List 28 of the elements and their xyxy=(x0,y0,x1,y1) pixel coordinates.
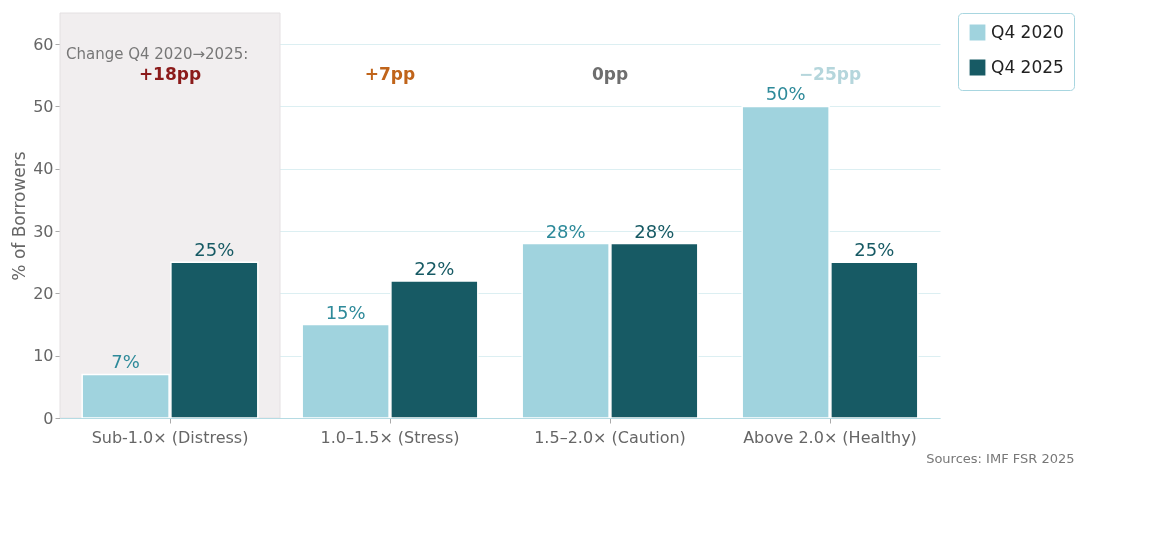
y-tick-label: 60 xyxy=(33,34,54,54)
legend-label: Q4 2020 xyxy=(991,21,1064,42)
y-axis-title: % of Borrowers xyxy=(9,151,30,281)
y-tick-label: 10 xyxy=(33,346,54,366)
data-label: 15% xyxy=(325,301,366,323)
data-label: 28% xyxy=(545,220,586,242)
x-tick-label: Above 2.0× (Healthy) xyxy=(743,427,917,447)
data-label: 25% xyxy=(194,239,235,261)
annotation: 0pp xyxy=(591,64,629,84)
annotation: Change Q4 2020→2025: xyxy=(66,45,249,63)
y-tick-label: 30 xyxy=(33,221,54,241)
y-tick-label: 0 xyxy=(43,408,54,428)
x-tick-label: 1.0–1.5× (Stress) xyxy=(320,427,460,447)
data-label: 50% xyxy=(765,83,806,105)
x-tick-label: 1.5–2.0× (Caution) xyxy=(534,427,686,447)
annotation: +18pp xyxy=(138,64,202,84)
annotation: +7pp xyxy=(364,64,416,84)
data-label: 7% xyxy=(111,351,140,373)
data-label: 22% xyxy=(414,257,455,279)
source-note: Sources: IMF FSR 2025 xyxy=(926,451,1075,466)
legend-label: Q4 2025 xyxy=(991,56,1064,77)
y-tick-label: 40 xyxy=(33,159,54,179)
annotation: −25pp xyxy=(798,64,862,84)
data-label: 28% xyxy=(634,220,675,242)
y-tick-label: 50 xyxy=(33,96,54,116)
y-tick-label: 20 xyxy=(33,283,54,303)
x-tick-label: Sub-1.0× (Distress) xyxy=(91,427,249,447)
data-label: 25% xyxy=(854,239,895,261)
